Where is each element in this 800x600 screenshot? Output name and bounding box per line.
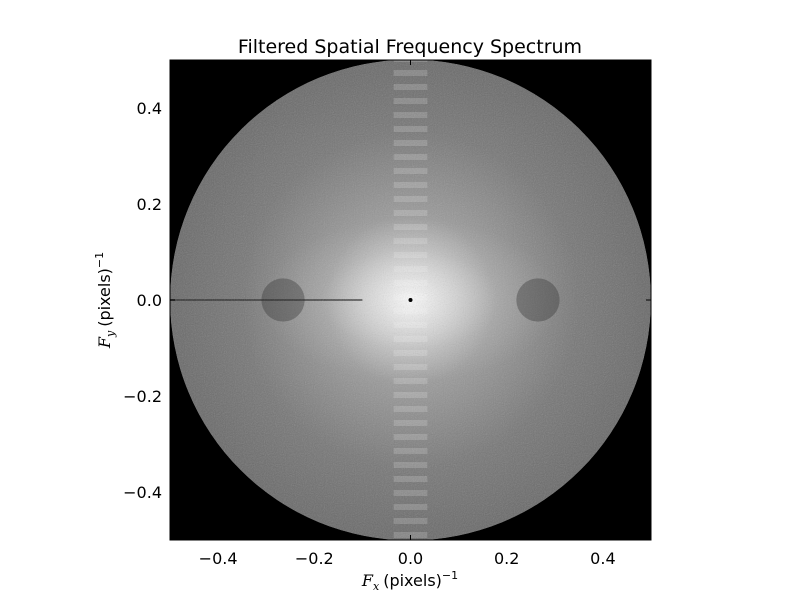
y-tick-label: −0.2: [123, 387, 162, 406]
x-axis: −0.4 −0.2 0.0 0.2 0.4: [199, 60, 616, 568]
spectrum-lobe-right: [516, 278, 560, 322]
y-axis-symbol: F: [95, 336, 114, 349]
y-axis-subscript: y: [104, 330, 117, 338]
filtered-spectrum-disk: [170, 60, 651, 540]
x-tick-label: 0.0: [398, 549, 423, 568]
x-tick-label: 0.4: [590, 549, 615, 568]
spectrum-lobe-left: [261, 278, 305, 322]
y-axis: −0.4 −0.2 0.0 0.2 0.4: [123, 99, 651, 502]
x-tick-label: −0.4: [199, 549, 238, 568]
chart-title: Filtered Spatial Frequency Spectrum: [238, 36, 582, 58]
y-tick-label: −0.4: [123, 483, 162, 502]
x-tick-label: −0.2: [295, 549, 334, 568]
x-axis-exponent: −1: [442, 569, 458, 582]
x-axis-symbol: F: [361, 571, 374, 590]
x-axis-unit: (pixels): [383, 571, 442, 590]
x-axis-subscript: x: [373, 580, 380, 593]
spectrum-dc-point: [408, 298, 413, 302]
y-axis-exponent: −1: [93, 252, 106, 268]
y-tick-label: 0.2: [137, 195, 162, 214]
y-tick-label: 0.4: [137, 99, 162, 118]
y-axis-unit: (pixels): [95, 268, 114, 327]
y-axis-label: Fy (pixels)−1: [93, 252, 117, 349]
y-tick-label: 0.0: [137, 291, 162, 310]
x-tick-label: 0.2: [494, 549, 519, 568]
x-axis-label: Fx (pixels)−1: [361, 569, 458, 593]
plot-area: [170, 60, 651, 540]
